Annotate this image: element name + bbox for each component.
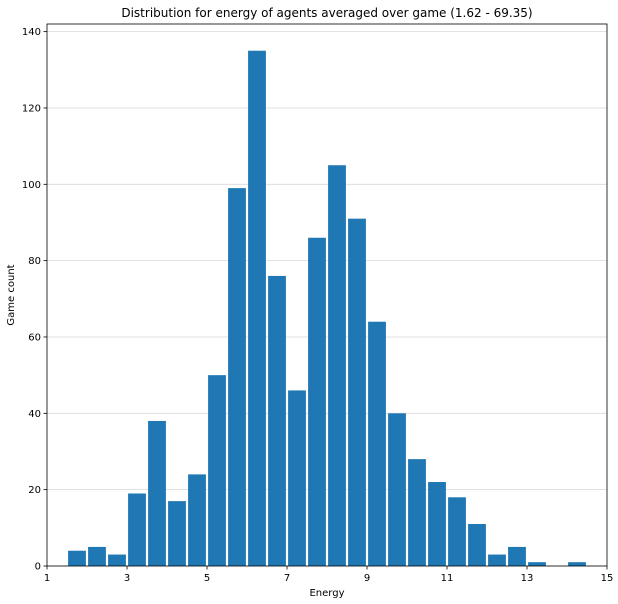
histogram-bar — [88, 546, 106, 566]
histogram-bar — [468, 524, 486, 566]
histogram-bar — [408, 459, 426, 566]
x-tick-label: 9 — [364, 573, 370, 584]
x-tick-label: 3 — [124, 573, 130, 584]
histogram-bar — [528, 562, 546, 566]
histogram-bar — [348, 218, 366, 566]
histogram-bar — [308, 237, 326, 567]
bars — [68, 50, 586, 567]
x-axis-ticks: 1 3 5 7 9 11 13 15 — [44, 566, 614, 584]
histogram-bar — [388, 413, 406, 566]
histogram-bar — [328, 165, 346, 567]
histogram-bar — [148, 420, 166, 566]
histogram-bar — [208, 375, 226, 566]
y-tick-label: 60 — [28, 332, 41, 343]
x-tick-label: 11 — [441, 573, 454, 584]
x-tick-label: 13 — [521, 573, 534, 584]
x-tick-label: 5 — [204, 573, 210, 584]
plot-frame — [46, 23, 608, 567]
x-tick-label: 1 — [44, 573, 50, 584]
histogram-bar — [128, 493, 146, 566]
x-tick-label: 7 — [284, 573, 290, 584]
y-tick-label: 120 — [22, 103, 41, 114]
y-axis-label: Game count — [6, 264, 17, 325]
y-axis-ticks: 0 20 40 60 80 100 120 140 — [22, 27, 47, 573]
grid-lines — [47, 31, 607, 567]
y-tick-label: 140 — [22, 27, 41, 38]
y-tick-label: 0 — [35, 562, 41, 573]
x-tick-label: 15 — [601, 573, 614, 584]
histogram-bar — [288, 390, 306, 566]
chart-title: Distribution for energy of agents averag… — [121, 6, 532, 20]
histogram-bar — [188, 474, 206, 566]
histogram-bar — [248, 50, 266, 566]
histogram-bar — [108, 554, 126, 566]
histogram-bar — [568, 562, 586, 566]
histogram-bar — [508, 546, 526, 566]
x-axis-label: Energy — [309, 588, 344, 599]
histogram-bar — [368, 321, 386, 566]
histogram-bar — [228, 188, 246, 566]
histogram-bar — [268, 275, 286, 566]
y-tick-label: 20 — [28, 485, 41, 496]
histogram-bar — [448, 497, 466, 566]
histogram-bar — [488, 554, 506, 566]
histogram-bar — [68, 550, 86, 566]
y-tick-label: 40 — [28, 409, 41, 420]
histogram-bar — [168, 501, 186, 566]
y-tick-label: 100 — [22, 180, 41, 191]
histogram-bar — [428, 482, 446, 566]
y-tick-label: 80 — [28, 256, 41, 267]
